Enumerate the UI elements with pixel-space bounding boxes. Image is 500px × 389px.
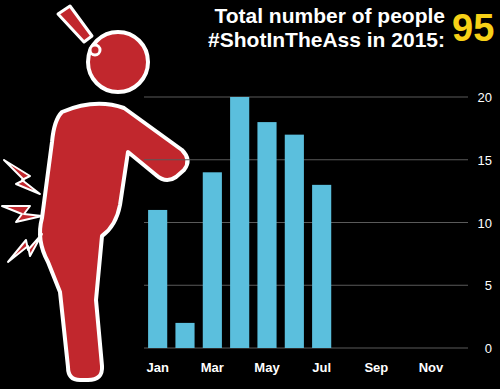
grid-line	[144, 285, 468, 286]
x-tick-label: Jan	[146, 360, 168, 375]
figure-icon	[2, 6, 188, 380]
grid-line	[144, 159, 468, 160]
pain-bolt	[2, 206, 42, 222]
bar	[394, 348, 413, 349]
total-number: 95	[452, 8, 494, 48]
pain-bolt	[8, 234, 42, 262]
x-tick-label: Mar	[201, 360, 224, 375]
bar	[367, 348, 386, 349]
x-tick-label: Nov	[419, 360, 444, 375]
chart-canvas: 0 5 10 15 20 Jan Mar May Jul Sep Nov	[0, 0, 500, 389]
bar	[230, 97, 249, 348]
grid	[144, 97, 468, 348]
bar	[203, 172, 222, 348]
bars	[148, 97, 331, 348]
bar	[148, 210, 167, 348]
y-tick-label: 5	[485, 278, 492, 293]
bar	[175, 323, 194, 348]
x-tick-label: Sep	[364, 360, 388, 375]
figure-head	[88, 32, 148, 92]
exclamation-bar	[58, 6, 92, 42]
exclamation-dot	[90, 45, 100, 55]
bar	[257, 122, 276, 348]
bar	[339, 348, 358, 349]
y-tick-label: 10	[478, 216, 492, 231]
x-tick-label: Jul	[312, 360, 331, 375]
bar	[421, 348, 440, 349]
grid-line	[144, 97, 468, 98]
pain-bolt	[4, 160, 40, 194]
bar	[449, 348, 468, 349]
bar	[312, 185, 331, 348]
grid-line	[144, 222, 468, 223]
bar	[285, 135, 304, 348]
x-tick-label: May	[254, 360, 280, 375]
figure-body	[40, 104, 188, 380]
y-tick-label: 15	[478, 153, 492, 168]
y-tick-label: 0	[485, 341, 492, 356]
y-tick-label: 20	[478, 90, 492, 105]
title: Total number of people #ShotInTheAss in …	[180, 4, 445, 52]
